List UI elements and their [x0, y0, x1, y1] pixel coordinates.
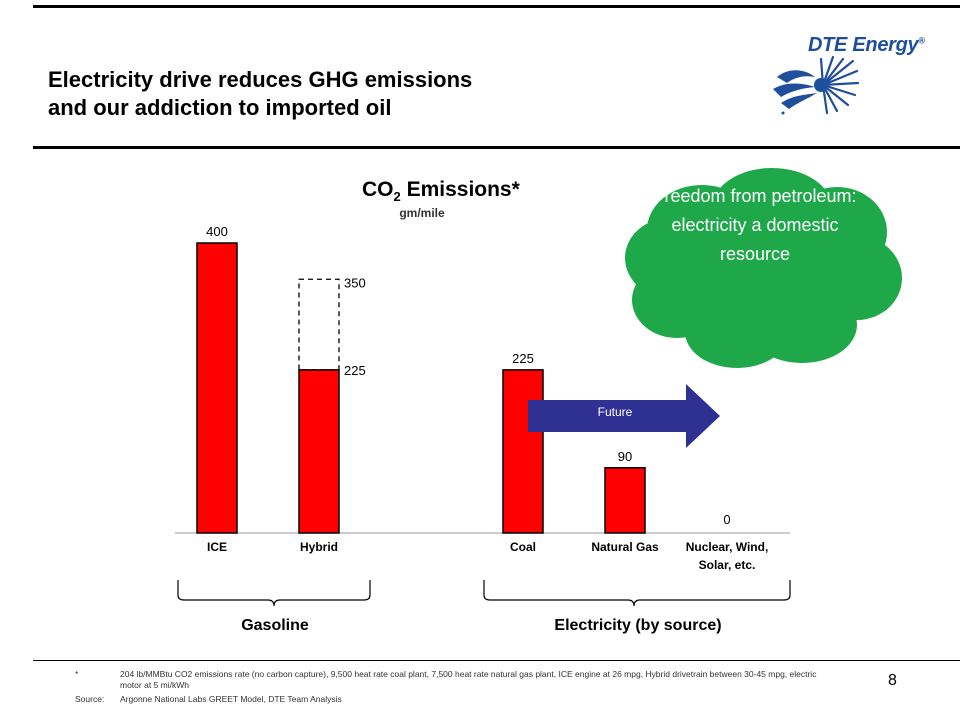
- top-rule: [33, 5, 960, 8]
- logo-name: DTE Energy: [808, 34, 919, 56]
- category-label-3: Natural Gas: [591, 540, 659, 554]
- gasoline-bracket: [177, 580, 371, 607]
- title-rule: [33, 146, 960, 149]
- chart-title: CO2 Emissions*: [362, 178, 520, 204]
- category-label-4-line1: Solar, etc.: [699, 558, 756, 572]
- title-line-2: and our addiction to imported oil: [48, 95, 392, 120]
- page-number: 8: [888, 672, 897, 689]
- slide-title: Electricity drive reduces GHG emissions …: [48, 66, 472, 122]
- bar-1: [298, 369, 340, 534]
- bar-value-label-0: 400: [206, 224, 228, 239]
- bar-0: [196, 242, 238, 534]
- electricity-bracket: [483, 580, 791, 607]
- group-label-gasoline: Gasoline: [241, 617, 309, 634]
- title-line-1: Electricity drive reduces GHG emissions: [48, 67, 473, 92]
- footnote-text: 204 lb/MMBtu CO2 emissions rate (no carb…: [120, 669, 817, 690]
- dte-logo-text: DTE Energy®: [808, 34, 925, 57]
- bar-2: [502, 369, 544, 534]
- bar-value-label-1: 225: [344, 363, 366, 378]
- dte-sun-logo-icon: [773, 55, 860, 115]
- footer-rule: [33, 660, 960, 661]
- category-label-4-line0: Nuclear, Wind,: [686, 540, 769, 554]
- cloud-message: Freedom from petroleum: electricity a do…: [653, 186, 857, 264]
- bar-value-label-2: 225: [512, 351, 534, 366]
- chart-subtitle: gm/mile: [399, 206, 445, 220]
- category-label-1: Hybrid: [300, 540, 338, 554]
- bar-value-label-4: 0: [723, 512, 730, 527]
- group-label-electricity: Electricity (by source): [554, 617, 722, 634]
- hybrid-upper-value-label: 350: [344, 275, 366, 290]
- logo-registered: ®: [918, 35, 925, 46]
- chart-title-subscript: 2: [393, 189, 401, 205]
- source-text: Argonne National Labs GREET Model, DTE T…: [120, 694, 342, 704]
- bar-3: [604, 467, 646, 534]
- category-label-2: Coal: [510, 540, 536, 554]
- hybrid-upper-range-box: [298, 278, 340, 371]
- source-label: Source:: [75, 694, 105, 704]
- chart-title-prefix: CO: [362, 178, 394, 201]
- footnote-marker: *: [75, 669, 79, 679]
- future-label: Future: [597, 405, 633, 419]
- category-label-0: ICE: [207, 540, 227, 554]
- chart-title-suffix: Emissions*: [400, 178, 520, 201]
- bar-value-label-3: 90: [618, 449, 632, 464]
- future-arrow-shape: [528, 384, 720, 448]
- freedom-cloud-shape: [625, 168, 902, 368]
